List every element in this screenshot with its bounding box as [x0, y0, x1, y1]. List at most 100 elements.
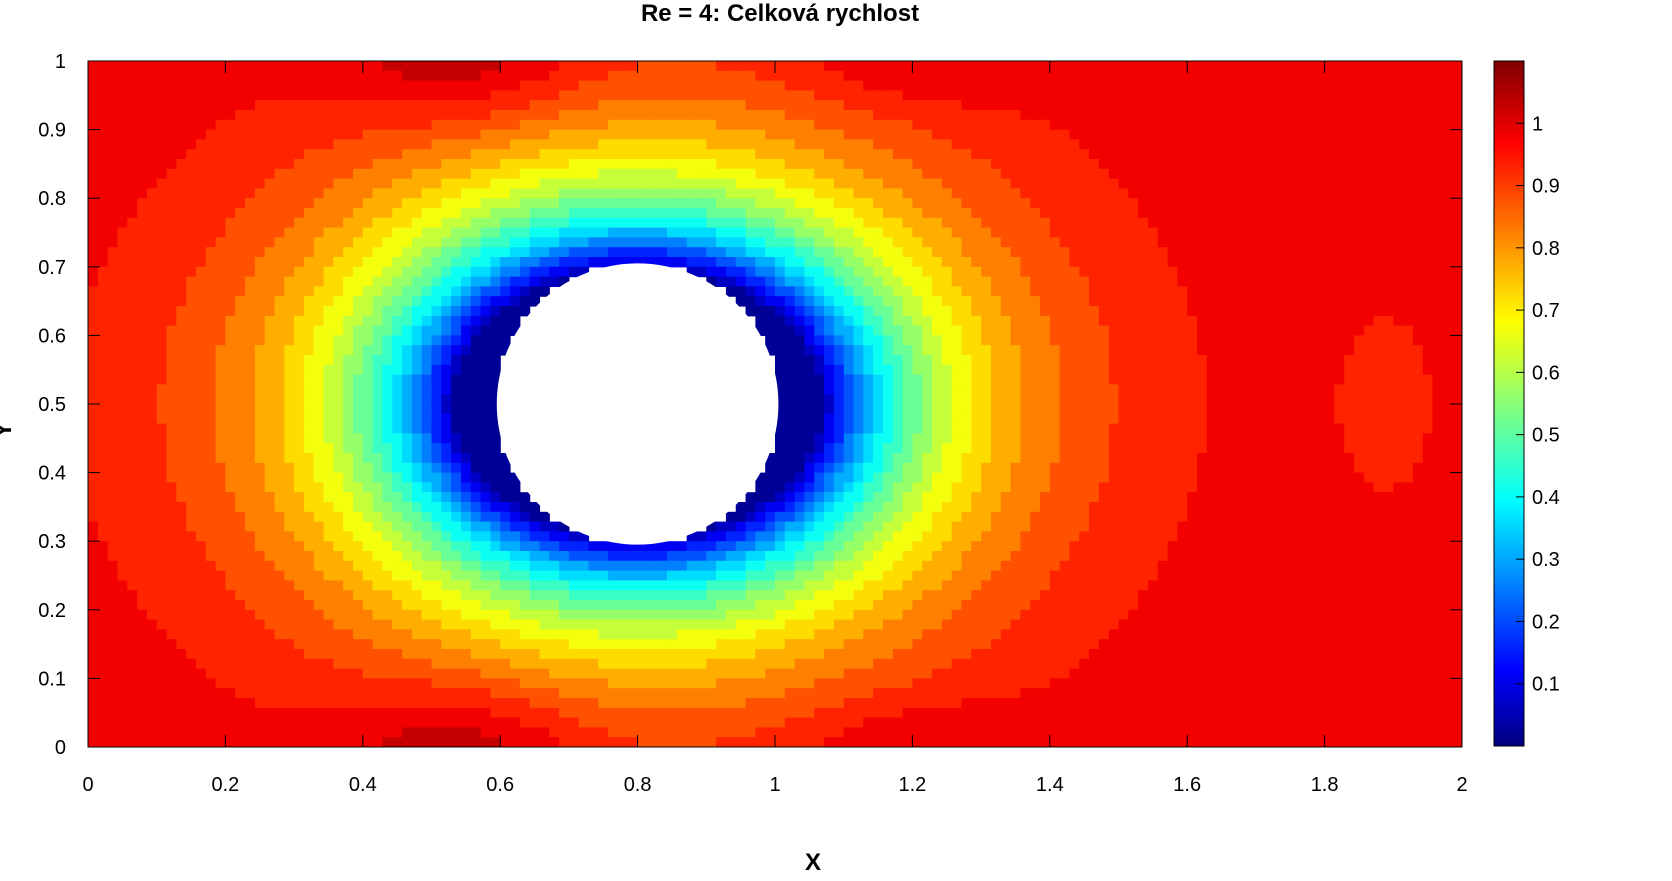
field-cell [1187, 237, 1198, 248]
field-cell [117, 364, 128, 376]
field-cell [137, 384, 148, 395]
field-cell [274, 433, 285, 444]
field-cell [1324, 90, 1336, 101]
field-cell [97, 159, 109, 170]
field-cell [1059, 208, 1071, 219]
field-cell [804, 374, 815, 385]
field-cell [961, 325, 972, 336]
field-cell [853, 168, 864, 180]
field-cell [166, 433, 177, 444]
field-cell [402, 404, 413, 415]
field-cell [490, 168, 501, 180]
field-cell [1157, 80, 1169, 91]
field-cell [156, 227, 168, 238]
field-cell [235, 119, 246, 131]
field-cell [352, 306, 364, 317]
field-cell [127, 266, 138, 278]
field-cell [303, 345, 315, 356]
field-cell [343, 423, 354, 434]
field-cell [1039, 247, 1051, 258]
field-cell [1187, 178, 1198, 189]
field-cell [1285, 139, 1296, 150]
field-cell [1206, 306, 1218, 317]
field-cell [1412, 364, 1424, 376]
field-cell [431, 237, 442, 248]
field-cell [284, 394, 295, 405]
field-cell [1246, 355, 1257, 366]
field-cell [804, 178, 815, 189]
field-cell [1383, 355, 1394, 366]
field-cell [1354, 100, 1365, 111]
field-cell [1059, 325, 1071, 336]
field-cell [784, 178, 796, 189]
field-cell [186, 159, 197, 170]
field-cell [470, 315, 482, 327]
field-cell [735, 266, 747, 278]
field-cell [1138, 198, 1149, 209]
field-cell [1255, 345, 1267, 356]
field-cell [824, 394, 835, 405]
field-cell [176, 355, 187, 366]
field-cell [323, 433, 334, 444]
field-cell [755, 257, 766, 268]
field-cell [107, 159, 119, 170]
field-cell [1285, 237, 1296, 248]
field-cell [264, 119, 276, 131]
field-cell [549, 129, 560, 140]
field-cell [1432, 345, 1443, 356]
field-cell [186, 61, 197, 72]
field-cell [421, 198, 433, 209]
field-cell [1079, 237, 1090, 248]
field-cell [176, 198, 187, 209]
field-cell [1049, 296, 1061, 307]
field-cell [137, 149, 148, 160]
field-cell [1334, 276, 1345, 287]
field-cell [176, 188, 187, 199]
field-cell [765, 227, 776, 238]
field-cell [1049, 110, 1061, 121]
field-cell [1216, 306, 1228, 317]
field-cell [1089, 149, 1100, 160]
field-cell [1344, 149, 1355, 160]
field-cell [676, 110, 688, 121]
field-cell [863, 404, 874, 415]
field-cell [176, 315, 187, 327]
field-cell [971, 257, 982, 268]
field-cell [1265, 139, 1277, 150]
field-cell [627, 159, 639, 170]
field-cell [1246, 90, 1257, 101]
field-cell [1089, 110, 1100, 121]
field-cell [804, 394, 815, 405]
field-cell [804, 110, 815, 121]
field-cell [343, 257, 354, 268]
field-cell [333, 110, 344, 121]
field-cell [1216, 178, 1228, 189]
field-cell [1197, 404, 1208, 415]
field-cell [500, 188, 511, 199]
field-cell [215, 178, 226, 189]
field-cell [804, 296, 815, 307]
field-cell [902, 306, 913, 317]
field-cell [460, 394, 472, 405]
field-cell [1373, 178, 1385, 189]
field-cell [431, 119, 442, 131]
field-cell [1128, 178, 1139, 189]
field-cell [529, 227, 541, 238]
field-cell [1157, 149, 1169, 160]
field-cell [1079, 266, 1090, 278]
field-cell [706, 237, 717, 248]
field-cell [137, 168, 148, 180]
field-cell [882, 159, 894, 170]
field-cell [284, 364, 295, 376]
field-cell [274, 139, 285, 150]
field-cell [254, 247, 266, 258]
field-cell [784, 384, 796, 395]
field-cell [333, 335, 344, 346]
field-cell [1373, 315, 1385, 327]
field-cell [833, 100, 845, 111]
field-cell [1295, 335, 1306, 346]
field-cell [784, 355, 796, 366]
field-cell [1334, 61, 1345, 72]
field-cell [833, 237, 845, 248]
field-cell [1393, 257, 1404, 268]
